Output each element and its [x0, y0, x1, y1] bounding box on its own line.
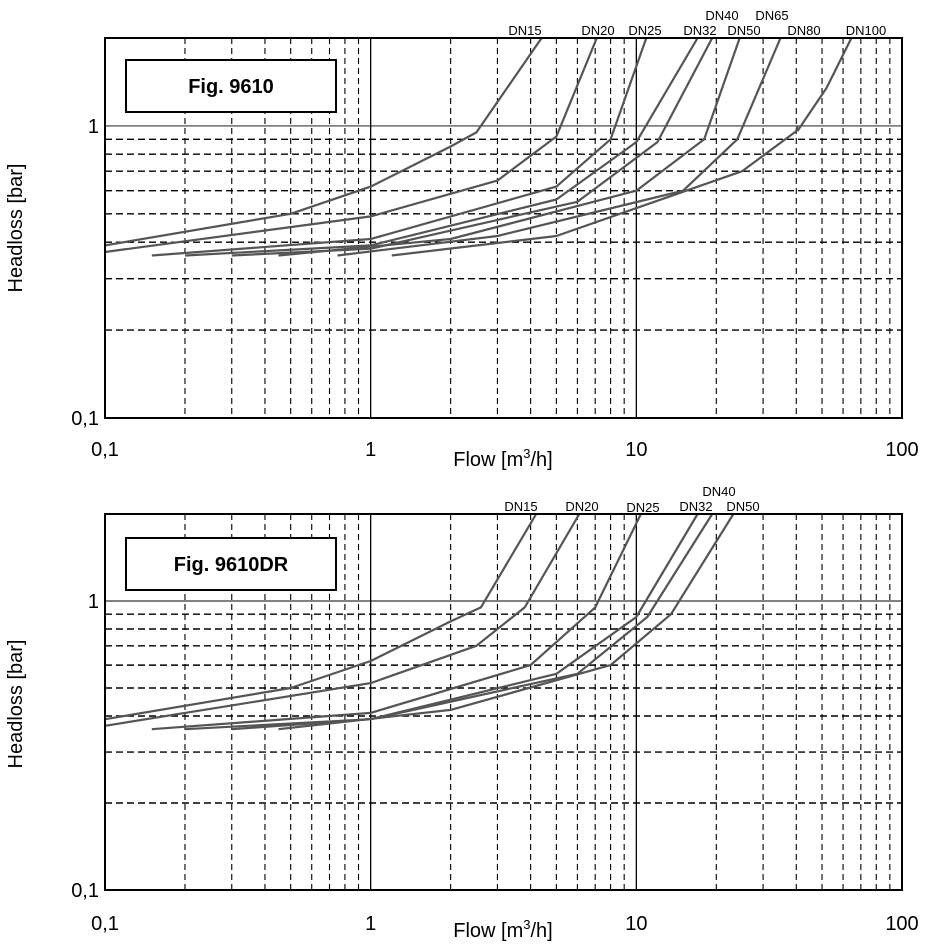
series-group	[104, 37, 853, 257]
series-group	[104, 513, 735, 731]
x-tick-label: 10	[625, 913, 647, 935]
x-axis-label: Flow [m3/h]	[453, 446, 552, 471]
y-tick-label: 1	[88, 116, 99, 138]
dn-label: DN32	[679, 499, 712, 514]
figure-label-box	[125, 59, 337, 113]
series-dn15	[104, 513, 538, 721]
figure-label-box	[125, 537, 337, 591]
dn-label: DN65	[755, 8, 788, 23]
x-axis-label: Flow [m3/h]	[453, 917, 552, 942]
series-dn50	[278, 513, 735, 731]
series-dn50	[278, 37, 741, 257]
dn-label: DN15	[504, 499, 537, 514]
x-tick-label: 10	[625, 439, 647, 461]
dn-label: DN40	[705, 8, 738, 23]
dn-label: DN20	[565, 499, 598, 514]
series-dn25	[151, 37, 648, 257]
series-dn32	[184, 513, 699, 731]
y-axis-label: Headloss [bar]	[5, 164, 27, 293]
dn-label: DN100	[846, 23, 886, 38]
series-dn25	[151, 513, 642, 731]
dn-label: DN40	[702, 484, 735, 499]
dn-label: DN25	[626, 500, 659, 515]
dn-label: DN50	[727, 23, 760, 38]
series-dn15	[104, 37, 543, 247]
x-tick-label: 1	[365, 439, 376, 461]
x-tick-label: 0,1	[91, 439, 119, 461]
series-dn20	[104, 513, 581, 727]
dn-label: DN15	[508, 23, 541, 38]
figure-label: Fig. 9610DR	[174, 554, 289, 576]
x-tick-label: 0,1	[91, 913, 119, 935]
dn-label: DN50	[726, 499, 759, 514]
dn-label: DN80	[787, 23, 820, 38]
x-tick-label: 1	[365, 913, 376, 935]
series-dn20	[104, 37, 598, 254]
dn-label: DN25	[628, 23, 661, 38]
dn-label: DN20	[581, 23, 614, 38]
series-dn32	[184, 37, 699, 257]
y-tick-label: 0,1	[71, 408, 99, 430]
plot-border	[104, 513, 903, 891]
series-dn100	[796, 37, 853, 132]
dn-label: DN32	[683, 23, 716, 38]
figure-label: Fig. 9610	[188, 76, 274, 98]
y-tick-label: 0,1	[71, 880, 99, 902]
series-dn80	[391, 125, 799, 257]
x-tick-label: 100	[885, 439, 918, 461]
plot-border	[104, 37, 903, 419]
x-tick-label: 100	[885, 913, 918, 935]
y-axis-label: Headloss [bar]	[5, 640, 27, 769]
y-tick-label: 1	[88, 591, 99, 613]
